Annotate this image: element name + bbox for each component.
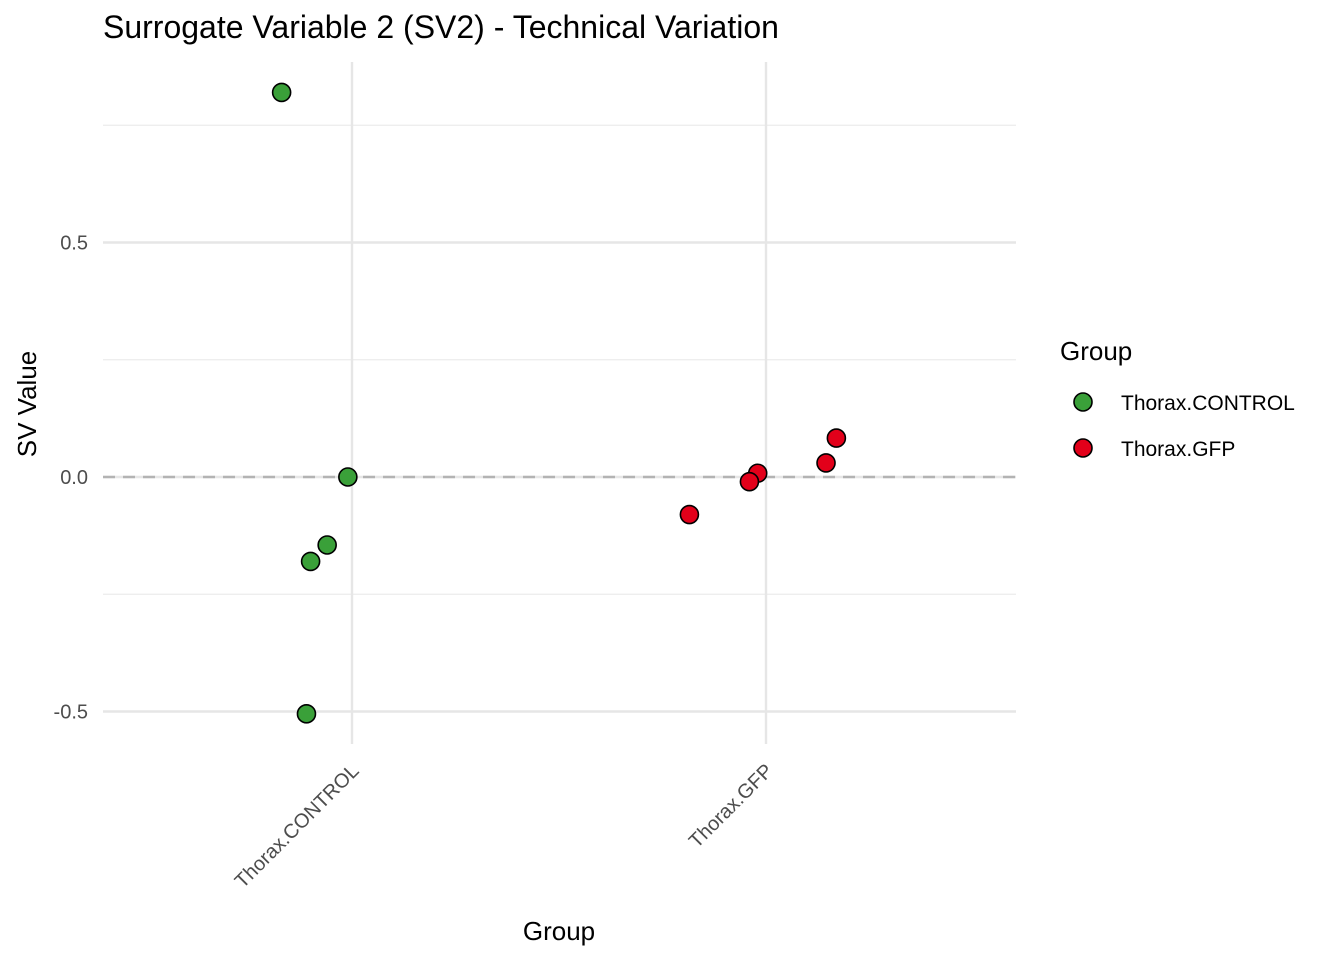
data-points (271, 82, 847, 724)
data-point (271, 82, 292, 103)
y-tick-label: 0.0 (60, 467, 88, 489)
legend: Group Thorax.CONTROL Thorax.GFP (1060, 336, 1295, 461)
legend-label: Thorax.GFP (1121, 438, 1235, 461)
y-tick-label: -0.5 (54, 702, 88, 724)
x-tick-label: Thorax.GFP (685, 760, 778, 853)
data-point (338, 467, 358, 487)
legend-key (1073, 392, 1093, 412)
data-point (679, 504, 700, 525)
data-point (317, 535, 337, 555)
data-point (826, 428, 847, 448)
x-axis-ticks: Thorax.CONTROL Thorax.GFP (231, 760, 778, 893)
y-tick-label: 0.5 (60, 233, 88, 255)
data-point (816, 453, 836, 473)
x-axis-title: Group (523, 916, 595, 946)
data-point (296, 704, 317, 724)
y-axis-title: SV Value (12, 351, 42, 457)
data-point (300, 551, 321, 572)
chart-title: Surrogate Variable 2 (SV2) - Technical V… (103, 9, 779, 45)
legend-items: Thorax.CONTROL Thorax.GFP (1073, 392, 1295, 461)
legend-title: Group (1060, 336, 1132, 366)
x-tick-label: Thorax.CONTROL (231, 760, 364, 893)
y-axis-ticks: -0.5 0.0 0.5 (54, 233, 88, 724)
data-point (739, 471, 760, 492)
legend-key (1073, 438, 1093, 458)
legend-label: Thorax.CONTROL (1121, 392, 1295, 415)
grid (103, 62, 1016, 744)
